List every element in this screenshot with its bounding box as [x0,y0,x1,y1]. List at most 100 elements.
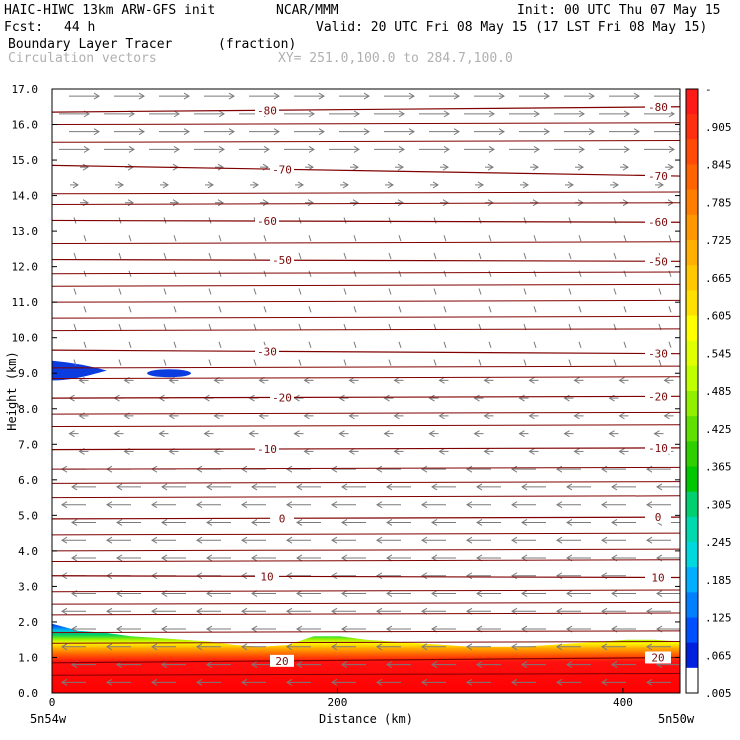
vector-arrow [118,288,122,295]
vector-arrow [251,625,276,633]
vector-arrow [613,288,617,295]
vector-arrow [173,341,177,348]
colorbar-label: .605 [705,310,732,323]
vector-arrow [656,483,680,491]
y-tick-label: 9.0 [18,367,38,380]
colorbar-swatch [686,240,698,266]
vector-arrow [556,465,581,473]
contour-line [52,365,680,369]
contour-line [52,575,680,579]
vector-arrow [173,235,177,242]
colorbar-label: .065 [705,649,732,662]
vector-arrow [341,483,366,491]
vector-arrow [149,145,180,153]
vector-arrow [466,465,491,473]
model-title: HAIC-HIWC 13km ARW-GFS init [4,3,216,18]
vector-arrow [329,110,360,118]
vector-arrow [248,430,259,438]
vector-arrow [601,643,626,651]
vector-arrow [295,181,304,189]
vector-arrow [668,235,672,242]
vector-arrow [528,412,539,420]
vector-arrow [511,501,536,509]
vector-arrow [73,359,77,366]
vector-arrow [69,128,100,136]
vector-arrow [440,199,449,207]
contour-label: -30 [257,345,277,358]
plot-frame [51,88,681,694]
vector-arrow [151,501,176,509]
xy-label: XY= 251.0,100.0 to 284.7,100.0 [278,51,513,66]
vector-arrow [386,554,411,562]
vector-arrow [206,554,231,562]
vector-arrow [466,572,491,580]
vector-arrow [260,199,269,207]
vector-arrow [241,607,266,615]
colorbar-swatch [686,416,698,442]
vector-arrow [466,501,491,509]
vector-arrow [566,590,591,597]
colorbar-swatch [686,516,698,543]
y-tick-label: 5.0 [18,509,38,522]
contour-label: 0 [655,511,662,524]
vector-arrow [343,217,347,224]
vector-arrow [348,412,359,420]
vector-arrow [251,483,276,491]
vector-arrow [241,643,266,651]
vector-arrow [386,661,411,669]
vector-arrow [474,92,505,100]
contour-line [52,258,680,262]
vector-arrow [173,306,177,313]
vector-arrow [613,359,617,366]
vector-arrow [523,217,527,224]
vector-arrow [73,288,77,295]
vector-arrow [251,554,276,562]
y-tick-label: 4.0 [18,545,38,558]
x-tick-label: 200 [328,696,348,709]
vector-arrow [241,536,266,544]
vector-arrow [61,607,86,615]
vector-arrow [376,501,401,509]
vector-arrow [464,110,495,118]
vector-arrow [421,501,446,509]
vector-arrow [433,359,437,366]
y-tick-label: 14.0 [12,190,39,203]
vector-arrow [609,128,640,136]
vector-arrow [520,181,529,189]
vector-arrow [286,678,311,686]
contour-line [52,672,680,676]
contour-line [52,140,680,143]
contour-label: -80 [257,104,277,117]
contour-line [52,283,680,287]
vector-arrow [611,519,636,526]
vector-arrow [163,323,167,331]
vector-arrow [218,341,222,348]
vector-arrow [438,447,449,455]
y-tick-label: 17.0 [12,83,39,96]
vector-arrow [421,678,446,686]
contour-line [52,122,680,126]
vector-arrow [331,465,356,473]
overlay-name: Circulation vectors [8,51,157,66]
colorbar-frame [685,88,699,694]
contour-line [52,640,680,644]
vector-arrow [438,412,449,420]
vector-arrow [466,678,491,686]
vector-arrow [566,519,591,526]
vector-arrow [433,252,437,260]
vector-arrow [398,306,402,313]
vector-arrow [431,519,456,526]
vector-arrow [511,643,536,651]
vector-arrow [565,181,574,189]
vector-arrow [623,306,627,313]
vector-arrow [475,181,484,189]
vector-arrow [128,235,132,242]
vector-arrow [428,394,439,402]
vector-arrow [253,252,257,260]
vector-arrow [303,412,314,420]
vector-arrow [160,181,169,189]
contour-line [52,411,680,415]
vector-arrow [71,519,96,526]
y-tick-label: 16.0 [12,119,39,132]
colorbar-swatch [686,667,698,694]
